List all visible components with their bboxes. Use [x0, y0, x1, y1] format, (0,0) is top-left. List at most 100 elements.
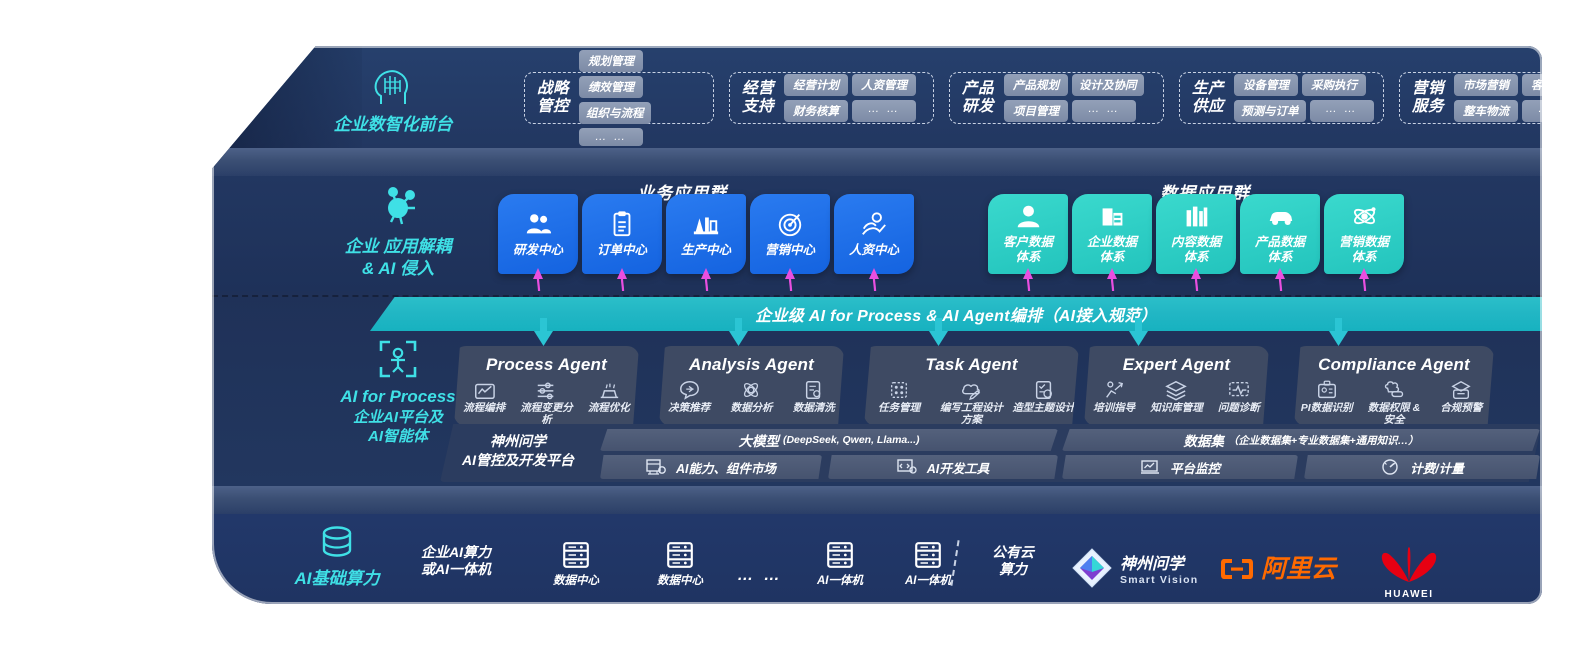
- agent-item[interactable]: 培训指导: [1084, 379, 1144, 415]
- group-cell[interactable]: 客户关系: [1522, 74, 1542, 96]
- layers-icon: [1165, 380, 1188, 401]
- group-cell[interactable]: 人资管理: [852, 74, 916, 96]
- business-app-card[interactable]: 研发中心: [498, 194, 578, 274]
- agent-item-label: 培训指导: [1093, 402, 1136, 414]
- group-cell[interactable]: 财务核算: [784, 100, 848, 122]
- group-cell[interactable]: 采购执行: [1302, 74, 1366, 96]
- person-scan-icon: [379, 340, 417, 378]
- infra-item[interactable]: AI一体机: [880, 540, 976, 589]
- rail-app-decoupling: 企业 应用解耦 & AI 侵入: [308, 186, 488, 280]
- tile-monitor[interactable]: 平台监控: [1062, 455, 1298, 479]
- agent-item[interactable]: 决策推荐: [659, 379, 719, 415]
- infra-item[interactable]: … …: [712, 566, 808, 585]
- infra-item[interactable]: AI一体机: [792, 540, 888, 589]
- data-app-card[interactable]: 营销数据 体系: [1324, 194, 1404, 274]
- group-cell[interactable]: 组织与流程: [579, 102, 651, 124]
- flow-chart-icon: [475, 383, 495, 399]
- alert-doc-icon: [1451, 380, 1471, 399]
- vendor-shenzhou[interactable]: 神州问学 Smart Vision: [1070, 546, 1198, 590]
- bars-icon: [1186, 206, 1207, 227]
- group-cell[interactable]: 规划管理: [579, 50, 643, 72]
- agent-item[interactable]: 编写工程设计方案: [936, 379, 1006, 426]
- group-cell[interactable]: 市场营销: [1454, 74, 1518, 96]
- agent-title: Analysis Agent: [689, 355, 814, 374]
- infra-item[interactable]: 企业AI算力 或AI一体机: [408, 544, 504, 578]
- rail-ai-for-process: AI for Process 企业AI平台及 AI智能体: [308, 338, 488, 446]
- agent-item[interactable]: 问题诊断: [1209, 379, 1269, 415]
- model-tile[interactable]: 大模型 (DeepSeek, Qwen, Llama...): [600, 429, 1058, 451]
- agent-item[interactable]: 流程编排: [454, 379, 514, 426]
- agent-item[interactable]: 流程变更分析: [516, 379, 576, 426]
- agent-card[interactable]: Compliance Agent PI数据识别 数据权限 & 安全 合规预警: [1294, 346, 1494, 426]
- dataset-tile[interactable]: 数据集 （企业数据集+专业数据集+通用知识…）: [1062, 429, 1540, 451]
- group-cell[interactable]: 项目管理: [1004, 100, 1068, 122]
- group-production-supply[interactable]: 生产 供应 设备管理 采购执行 预测与订单… …: [1179, 72, 1384, 124]
- person-chart-icon: [862, 212, 886, 235]
- group-cell[interactable]: … …: [852, 100, 916, 122]
- group-title: 产品 研发: [961, 80, 994, 115]
- cloud-pen-icon: [962, 384, 981, 401]
- agent-item[interactable]: 任务管理: [864, 379, 934, 426]
- ai-orchestration-banner[interactable]: 企业级 AI for Process & AI Agent编排（AI接入规范）: [370, 297, 1542, 331]
- business-app-card[interactable]: 人资中心: [834, 194, 914, 274]
- agent-card[interactable]: Analysis Agent 决策推荐 数据分析 数据清洗: [659, 346, 844, 426]
- card-label-2: 体系: [1183, 250, 1209, 264]
- tile-billing[interactable]: 计费/计量: [1304, 455, 1540, 479]
- group-cell[interactable]: … …: [579, 128, 643, 146]
- agent-item-label: 数据清洗: [792, 402, 835, 414]
- agent-item[interactable]: 数据分析: [721, 379, 781, 415]
- business-app-card[interactable]: 订单中心: [582, 194, 662, 274]
- vendor-aliyun[interactable]: 阿里云: [1220, 556, 1336, 582]
- agent-item-label: 决策推荐: [668, 402, 711, 414]
- data-app-card[interactable]: 企业数据 体系: [1072, 194, 1152, 274]
- agent-item[interactable]: 合规预警: [1429, 379, 1494, 426]
- group-cell[interactable]: … …: [1072, 100, 1136, 122]
- data-app-card[interactable]: 内容数据 体系: [1156, 194, 1236, 274]
- business-app-card[interactable]: 生产中心: [666, 194, 746, 274]
- group-cell[interactable]: 整车物流: [1454, 100, 1518, 122]
- group-cell[interactable]: … …: [1522, 100, 1542, 122]
- agent-item[interactable]: 流程优化: [579, 379, 639, 426]
- app-decoupling-label-1: 企业 应用解耦: [344, 237, 452, 256]
- group-strategy[interactable]: 战略 管控 规划管理 绩效管理 组织与流程 … …: [524, 50, 714, 146]
- infra-label: … …: [737, 567, 783, 584]
- cloud-label-1: 公有云: [992, 544, 1034, 560]
- group-cell[interactable]: 产品规划: [1004, 74, 1068, 96]
- agent-item[interactable]: 数据权限 & 安全: [1361, 379, 1426, 426]
- business-app-card[interactable]: 营销中心: [750, 194, 830, 274]
- infra-item[interactable]: 数据中心: [528, 540, 624, 589]
- group-cell[interactable]: 经营计划: [784, 74, 848, 96]
- card-label: 企业数据: [1086, 235, 1137, 250]
- target-icon: [778, 213, 802, 237]
- id-card-icon: [1317, 380, 1336, 399]
- agent-card[interactable]: Expert Agent 培训指导 知识库管理 问题诊断: [1084, 346, 1269, 426]
- infra-item[interactable]: 数据中心: [632, 540, 728, 589]
- group-cells: 规划管理绩效管理组织与流程 … …: [579, 50, 705, 146]
- card-label: 人资中心: [848, 243, 899, 258]
- agent-item[interactable]: 造型主题设计: [1009, 379, 1079, 426]
- group-cell[interactable]: 绩效管理: [579, 76, 643, 98]
- vendor-huawei[interactable]: HUAWEI: [1378, 546, 1440, 600]
- agent-item[interactable]: 数据清洗: [784, 379, 844, 415]
- group-cell[interactable]: 设计及协同: [1072, 74, 1144, 96]
- group-cells: 市场营销客户关系整车物流… …: [1454, 74, 1542, 122]
- aliyun-bracket-icon: [1221, 559, 1253, 579]
- tile-ai-devtool[interactable]: AI开发工具: [828, 455, 1058, 479]
- agent-card[interactable]: Process Agent 流程编排 流程变更分析 流程优化: [454, 346, 639, 426]
- group-cell[interactable]: … …: [1309, 100, 1374, 122]
- agent-item[interactable]: 知识库管理: [1146, 379, 1206, 415]
- permission-icon: [1384, 381, 1404, 398]
- agent-card[interactable]: Task Agent 任务管理 编写工程设计方案 造型主题设计: [864, 346, 1079, 426]
- infra-label: 数据中心: [553, 575, 599, 587]
- group-product-rnd[interactable]: 产品 研发 产品规划 设计及协同 项目管理… …: [949, 72, 1164, 124]
- tile-ai-market[interactable]: AI能力、组件市场: [600, 455, 822, 479]
- group-cell[interactable]: 预测与订单: [1234, 100, 1306, 122]
- data-app-card[interactable]: 产品数据 体系: [1240, 194, 1320, 274]
- aliyun-name: 阿里云: [1261, 554, 1337, 583]
- group-cell[interactable]: 设备管理: [1234, 74, 1298, 96]
- group-operations[interactable]: 经营 支持 经营计划 人资管理 财务核算… …: [729, 72, 934, 124]
- data-app-card[interactable]: 客户数据 体系: [988, 194, 1068, 274]
- agent-item[interactable]: PI数据识别: [1294, 379, 1359, 426]
- front-office-label: 企业数智化前台: [333, 115, 453, 134]
